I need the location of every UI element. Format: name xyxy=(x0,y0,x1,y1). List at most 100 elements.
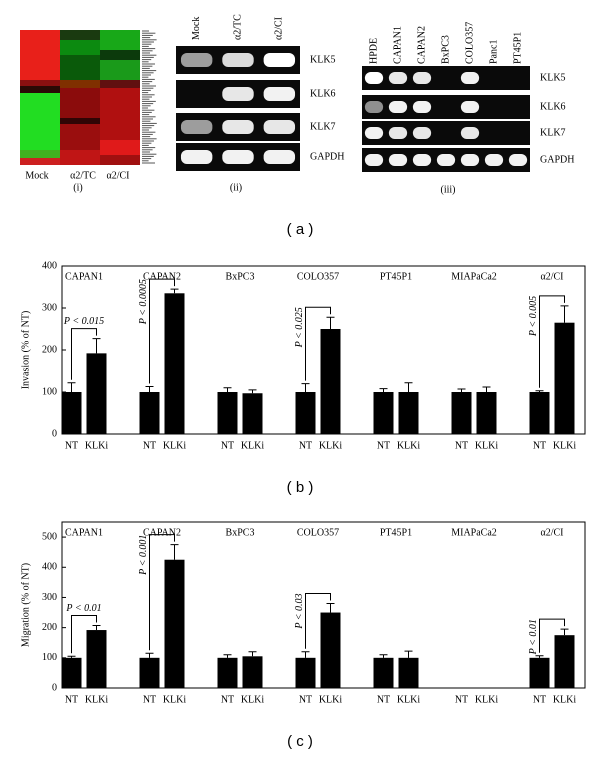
y-tick-label: 100 xyxy=(42,386,57,397)
column-label: α2/CI xyxy=(106,170,129,181)
gel-band xyxy=(388,72,408,84)
heatmap-cell xyxy=(60,88,100,118)
error-bar xyxy=(404,650,413,658)
heatmap-cell xyxy=(100,88,140,140)
heatmap-cell xyxy=(60,40,100,55)
error-bar xyxy=(223,654,232,658)
x-tick-label: NT xyxy=(455,694,468,705)
y-tick-label: 300 xyxy=(42,592,57,603)
x-tick-label: KLKi xyxy=(163,694,187,705)
bar xyxy=(320,612,341,688)
p-value: P < 0.025 xyxy=(294,307,305,348)
gel-band xyxy=(180,150,213,164)
bar xyxy=(476,392,497,434)
p-value: P < 0.015 xyxy=(63,316,104,327)
y-tick-label: 400 xyxy=(42,260,57,271)
error-bar xyxy=(170,544,179,560)
significance-bracket xyxy=(71,615,97,654)
gel-band xyxy=(364,101,384,113)
gel-band xyxy=(508,154,528,166)
heatmap-cell xyxy=(20,158,60,165)
bar xyxy=(554,322,575,434)
error-bar xyxy=(223,387,232,392)
significance-bracket xyxy=(539,618,565,653)
row-label: KLK7 xyxy=(540,127,566,138)
group-label: PT45P1 xyxy=(380,271,412,282)
bar xyxy=(61,657,82,688)
bar xyxy=(373,657,394,688)
bar xyxy=(320,329,341,434)
row-label: KLK6 xyxy=(540,101,566,112)
error-bar xyxy=(379,388,388,392)
bar xyxy=(295,657,316,688)
y-tick-label: 200 xyxy=(42,344,57,355)
x-tick-label: KLKi xyxy=(85,440,109,451)
heatmap-cell xyxy=(20,93,60,150)
group-label: COLO357 xyxy=(297,271,339,282)
error-bar xyxy=(92,338,101,354)
heatmap-cell xyxy=(20,86,60,93)
error-bar xyxy=(379,654,388,658)
bar xyxy=(242,393,263,434)
x-tick-label: KLKi xyxy=(397,440,421,451)
group-label: CAPAN1 xyxy=(65,527,103,538)
y-tick-label: 300 xyxy=(42,302,57,313)
group-label: BxPC3 xyxy=(226,271,255,282)
x-tick-label: NT xyxy=(143,694,156,705)
gel-band xyxy=(460,127,480,139)
column-label: Mock xyxy=(191,17,202,40)
heatmap-cell xyxy=(60,55,100,80)
group-label: CAPAN2 xyxy=(143,271,181,282)
row-label: KLK5 xyxy=(310,54,336,65)
gel-band xyxy=(436,154,456,166)
bar xyxy=(529,392,550,434)
column-label: BxPC3 xyxy=(440,35,451,64)
x-tick-label: NT xyxy=(377,440,390,451)
p-value: P < 0.001 xyxy=(138,535,149,576)
gel-band xyxy=(263,53,296,67)
x-tick-label: NT xyxy=(299,440,312,451)
gel-band xyxy=(222,120,254,134)
gel-lane-strip xyxy=(362,66,530,90)
x-tick-label: KLKi xyxy=(553,694,577,705)
panel-label: (iii) xyxy=(441,184,456,195)
bar xyxy=(398,392,419,434)
panel-label: (ii) xyxy=(230,182,242,193)
group-label: PT45P1 xyxy=(380,527,412,538)
column-label: α2/TC xyxy=(232,14,243,40)
x-tick-label: KLKi xyxy=(397,694,421,705)
gel-band xyxy=(180,120,213,134)
heatmap-cell xyxy=(100,60,140,80)
heatmap-cell xyxy=(100,30,140,50)
error-bar xyxy=(535,655,544,658)
column-label: CAPAN1 xyxy=(392,26,403,64)
group-label: α2/CI xyxy=(540,271,563,282)
column-label: COLO357 xyxy=(464,22,475,64)
gel-band xyxy=(263,150,296,164)
heatmap-cell xyxy=(100,80,140,88)
x-tick-label: KLKi xyxy=(475,694,499,705)
bar xyxy=(86,353,107,434)
gel-band xyxy=(412,127,432,139)
y-axis-label: Migration (% of NT) xyxy=(20,563,31,647)
error-bar xyxy=(482,386,491,392)
row-label: KLK5 xyxy=(540,72,566,83)
heatmap xyxy=(20,30,157,165)
gel-lane-strip xyxy=(362,121,530,145)
x-tick-label: NT xyxy=(221,694,234,705)
y-axis-label: Invasion (% of NT) xyxy=(20,311,31,390)
p-value: P < 0.005 xyxy=(528,296,539,337)
heatmap-cell xyxy=(60,150,100,165)
x-tick-label: KLKi xyxy=(475,440,499,451)
bar xyxy=(554,635,575,688)
error-bar xyxy=(326,602,335,613)
error-bar xyxy=(560,628,569,636)
row-label: KLK6 xyxy=(310,88,336,99)
gel-band xyxy=(222,150,254,164)
x-tick-label: NT xyxy=(533,694,546,705)
gel-band xyxy=(388,154,408,166)
row-label: GAPDH xyxy=(310,151,344,162)
bar xyxy=(529,657,550,688)
x-tick-label: KLKi xyxy=(163,440,187,451)
x-tick-label: KLKi xyxy=(241,440,265,451)
